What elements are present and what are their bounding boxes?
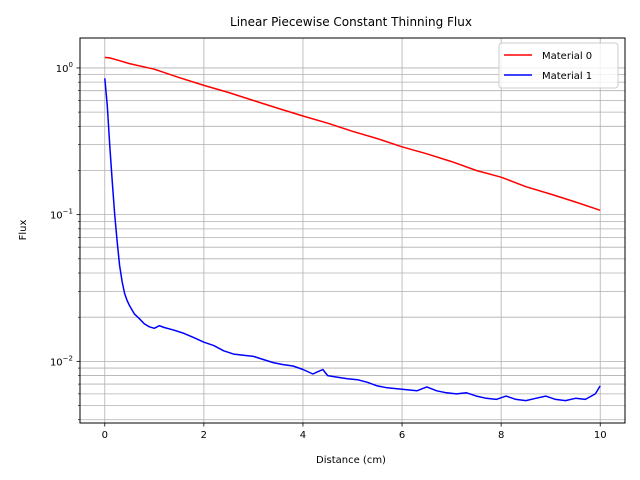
- x-axis: 0 2 4 6 8 10: [102, 423, 607, 441]
- x-tick-label: 10: [594, 430, 607, 441]
- legend-label: Material 0: [542, 51, 592, 62]
- x-axis-title: Distance (cm): [316, 455, 386, 466]
- x-tick-label: 0: [102, 430, 108, 441]
- y-tick-label: 100: [56, 61, 73, 75]
- x-tick-label: 4: [300, 430, 306, 441]
- x-tick-label: 8: [498, 430, 504, 441]
- grid-lines: [80, 38, 625, 423]
- chart-title: Linear Piecewise Constant Thinning Flux: [230, 15, 472, 29]
- legend-label: Material 1: [542, 71, 592, 82]
- y-tick-label-base: 10: [50, 211, 63, 222]
- series-layer: [104, 56, 601, 402]
- y-tick-label-base: 10: [50, 357, 63, 368]
- y-tick-label-exponent: −2: [63, 354, 73, 362]
- y-tick-label-base: 10: [56, 64, 69, 75]
- series-line-material-1: [104, 78, 601, 402]
- x-tick-label: 6: [399, 430, 405, 441]
- y-tick-label-exponent: 0: [69, 61, 73, 69]
- plot-frame: [79, 37, 626, 424]
- series-line-material-0: [104, 56, 601, 212]
- x-tick-label: 2: [201, 430, 207, 441]
- y-tick-label: 10−1: [50, 208, 73, 222]
- y-tick-label: 10−2: [50, 354, 73, 368]
- legend: Material 0 Material 1: [498, 42, 619, 89]
- y-axis-title: Flux: [18, 220, 29, 241]
- y-tick-label-exponent: −1: [63, 208, 73, 216]
